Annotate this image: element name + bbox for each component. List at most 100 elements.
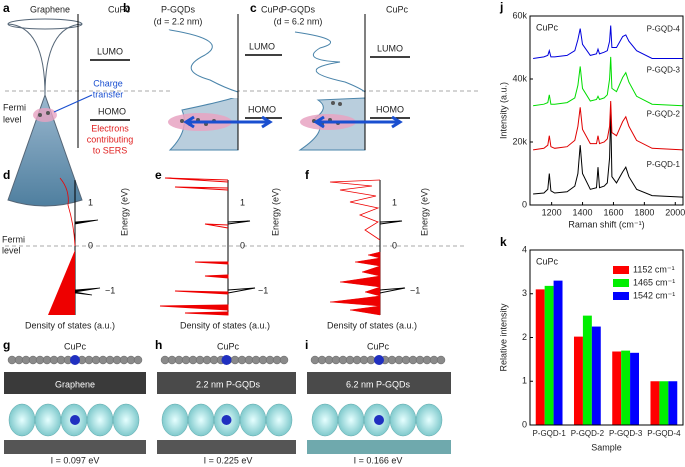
- atom: [436, 355, 446, 365]
- orbital: [239, 403, 267, 437]
- atom: [49, 355, 59, 365]
- y-axis-label: Intensity (a.u.): [498, 82, 508, 139]
- atom: [317, 355, 327, 365]
- tick-label: −1: [410, 285, 420, 295]
- atom: [374, 415, 384, 425]
- charts: j CuPc Raman shift (cm⁻¹) Intensity (a.u.) 0…: [498, 0, 685, 452]
- bar: [544, 285, 554, 425]
- atom: [70, 415, 80, 425]
- panel-letter: b: [123, 1, 130, 15]
- substrate: [307, 440, 451, 454]
- atom: [408, 355, 418, 365]
- atom: [221, 415, 232, 425]
- substrate: [4, 372, 146, 394]
- legend-swatch: [613, 266, 629, 274]
- spectrum: [533, 25, 683, 59]
- arrow: [53, 94, 93, 113]
- atom: [374, 355, 384, 365]
- substrate: [157, 372, 296, 394]
- orbital: [187, 403, 215, 437]
- label: LUMO: [377, 43, 403, 53]
- series-label: P-GQD-4: [647, 24, 681, 33]
- plot-frame: [529, 249, 684, 426]
- atom: [70, 355, 80, 365]
- panel-letter: a: [3, 1, 10, 15]
- panel-letter: k: [500, 235, 507, 249]
- label: Graphene: [30, 4, 70, 14]
- spectrum: [533, 110, 684, 198]
- y-tick-label: 0: [522, 199, 527, 209]
- label: I = 0.225 eV: [204, 455, 253, 465]
- atom: [352, 355, 362, 365]
- atom: [279, 355, 289, 365]
- panel-h: h CuPc 2.2 nm P-GQDs I = 0.225 eV: [155, 338, 261, 465]
- legend-swatch: [613, 292, 629, 300]
- label: to SERS: [93, 145, 128, 155]
- panel-b: b P-GQDs (d = 2.2 nm) CuPc LUMO HOMO: [123, 1, 284, 151]
- atom: [42, 355, 52, 365]
- molecule-panels: [4, 355, 451, 454]
- substrate: [157, 440, 296, 454]
- y-axis-label: Relative intensity: [498, 303, 508, 372]
- panel-c: c P-GQDs (d = 6.2 nm) CuPc LUMO HOMO: [250, 1, 410, 151]
- atom: [324, 355, 334, 365]
- label: HOMO: [98, 106, 126, 116]
- y-tick-label: 1: [522, 376, 527, 386]
- atom: [21, 355, 31, 365]
- panel-letter: g: [3, 338, 10, 352]
- label: CuPc: [261, 4, 284, 14]
- atom: [429, 355, 439, 365]
- atom: [310, 355, 320, 365]
- label: CuPc: [64, 341, 87, 351]
- atom: [422, 355, 432, 365]
- label: Charge: [93, 78, 123, 88]
- panel-letter: c: [250, 1, 257, 15]
- axis-label: Density of states (a.u.): [25, 320, 115, 330]
- x-tick-label: 1600: [603, 207, 623, 217]
- panel-letter: i: [305, 338, 308, 352]
- atom: [251, 355, 261, 365]
- label: Fermi: [3, 102, 26, 112]
- bar: [582, 315, 592, 425]
- y-tick-label: 40k: [512, 73, 527, 83]
- tick-label: 0: [88, 240, 93, 250]
- atom: [359, 355, 369, 365]
- bar: [650, 381, 660, 425]
- axis-label: Energy (eV): [119, 188, 129, 236]
- bar: [535, 289, 545, 425]
- orbital: [161, 403, 189, 437]
- x-tick-label: P-GQD-1: [532, 429, 566, 438]
- x-tick-label: P-GQD-3: [609, 429, 643, 438]
- orbital: [86, 403, 114, 437]
- label: contributing: [87, 134, 134, 144]
- label: CuPc: [217, 341, 240, 351]
- atom: [35, 355, 45, 365]
- electron-cloud: [33, 108, 57, 122]
- atom: [415, 355, 425, 365]
- annotation: CuPc: [536, 22, 559, 32]
- panel-f: f 1 0 −1 Energy (eV) Density of states (…: [305, 168, 429, 330]
- x-tick-label: P-GQD-2: [571, 429, 605, 438]
- orbital: [311, 403, 339, 437]
- label: CuPc: [386, 4, 409, 14]
- panel-g: g CuPc Graphene I = 0.097 eV: [3, 338, 99, 465]
- label: level: [2, 245, 21, 255]
- series-label: P-GQD-2: [647, 109, 681, 118]
- axis-label: Energy (eV): [270, 188, 280, 236]
- panel-letter: h: [155, 338, 162, 352]
- bar: [659, 381, 669, 425]
- panel-letter: f: [305, 168, 310, 182]
- atom: [331, 355, 341, 365]
- spectrum: [533, 100, 684, 151]
- label: Graphene: [55, 379, 95, 389]
- y-tick-label: 4: [522, 244, 527, 254]
- x-axis-label: Sample: [591, 442, 622, 452]
- atom: [14, 355, 24, 365]
- legend-label: 1465 cm⁻¹: [633, 277, 675, 287]
- x-tick-label: 1400: [573, 207, 593, 217]
- axis-label: Density of states (a.u.): [180, 320, 270, 330]
- panel-letter: d: [3, 168, 10, 182]
- atom: [265, 355, 275, 365]
- label: LUMO: [249, 41, 275, 51]
- label: Fermi: [2, 234, 25, 244]
